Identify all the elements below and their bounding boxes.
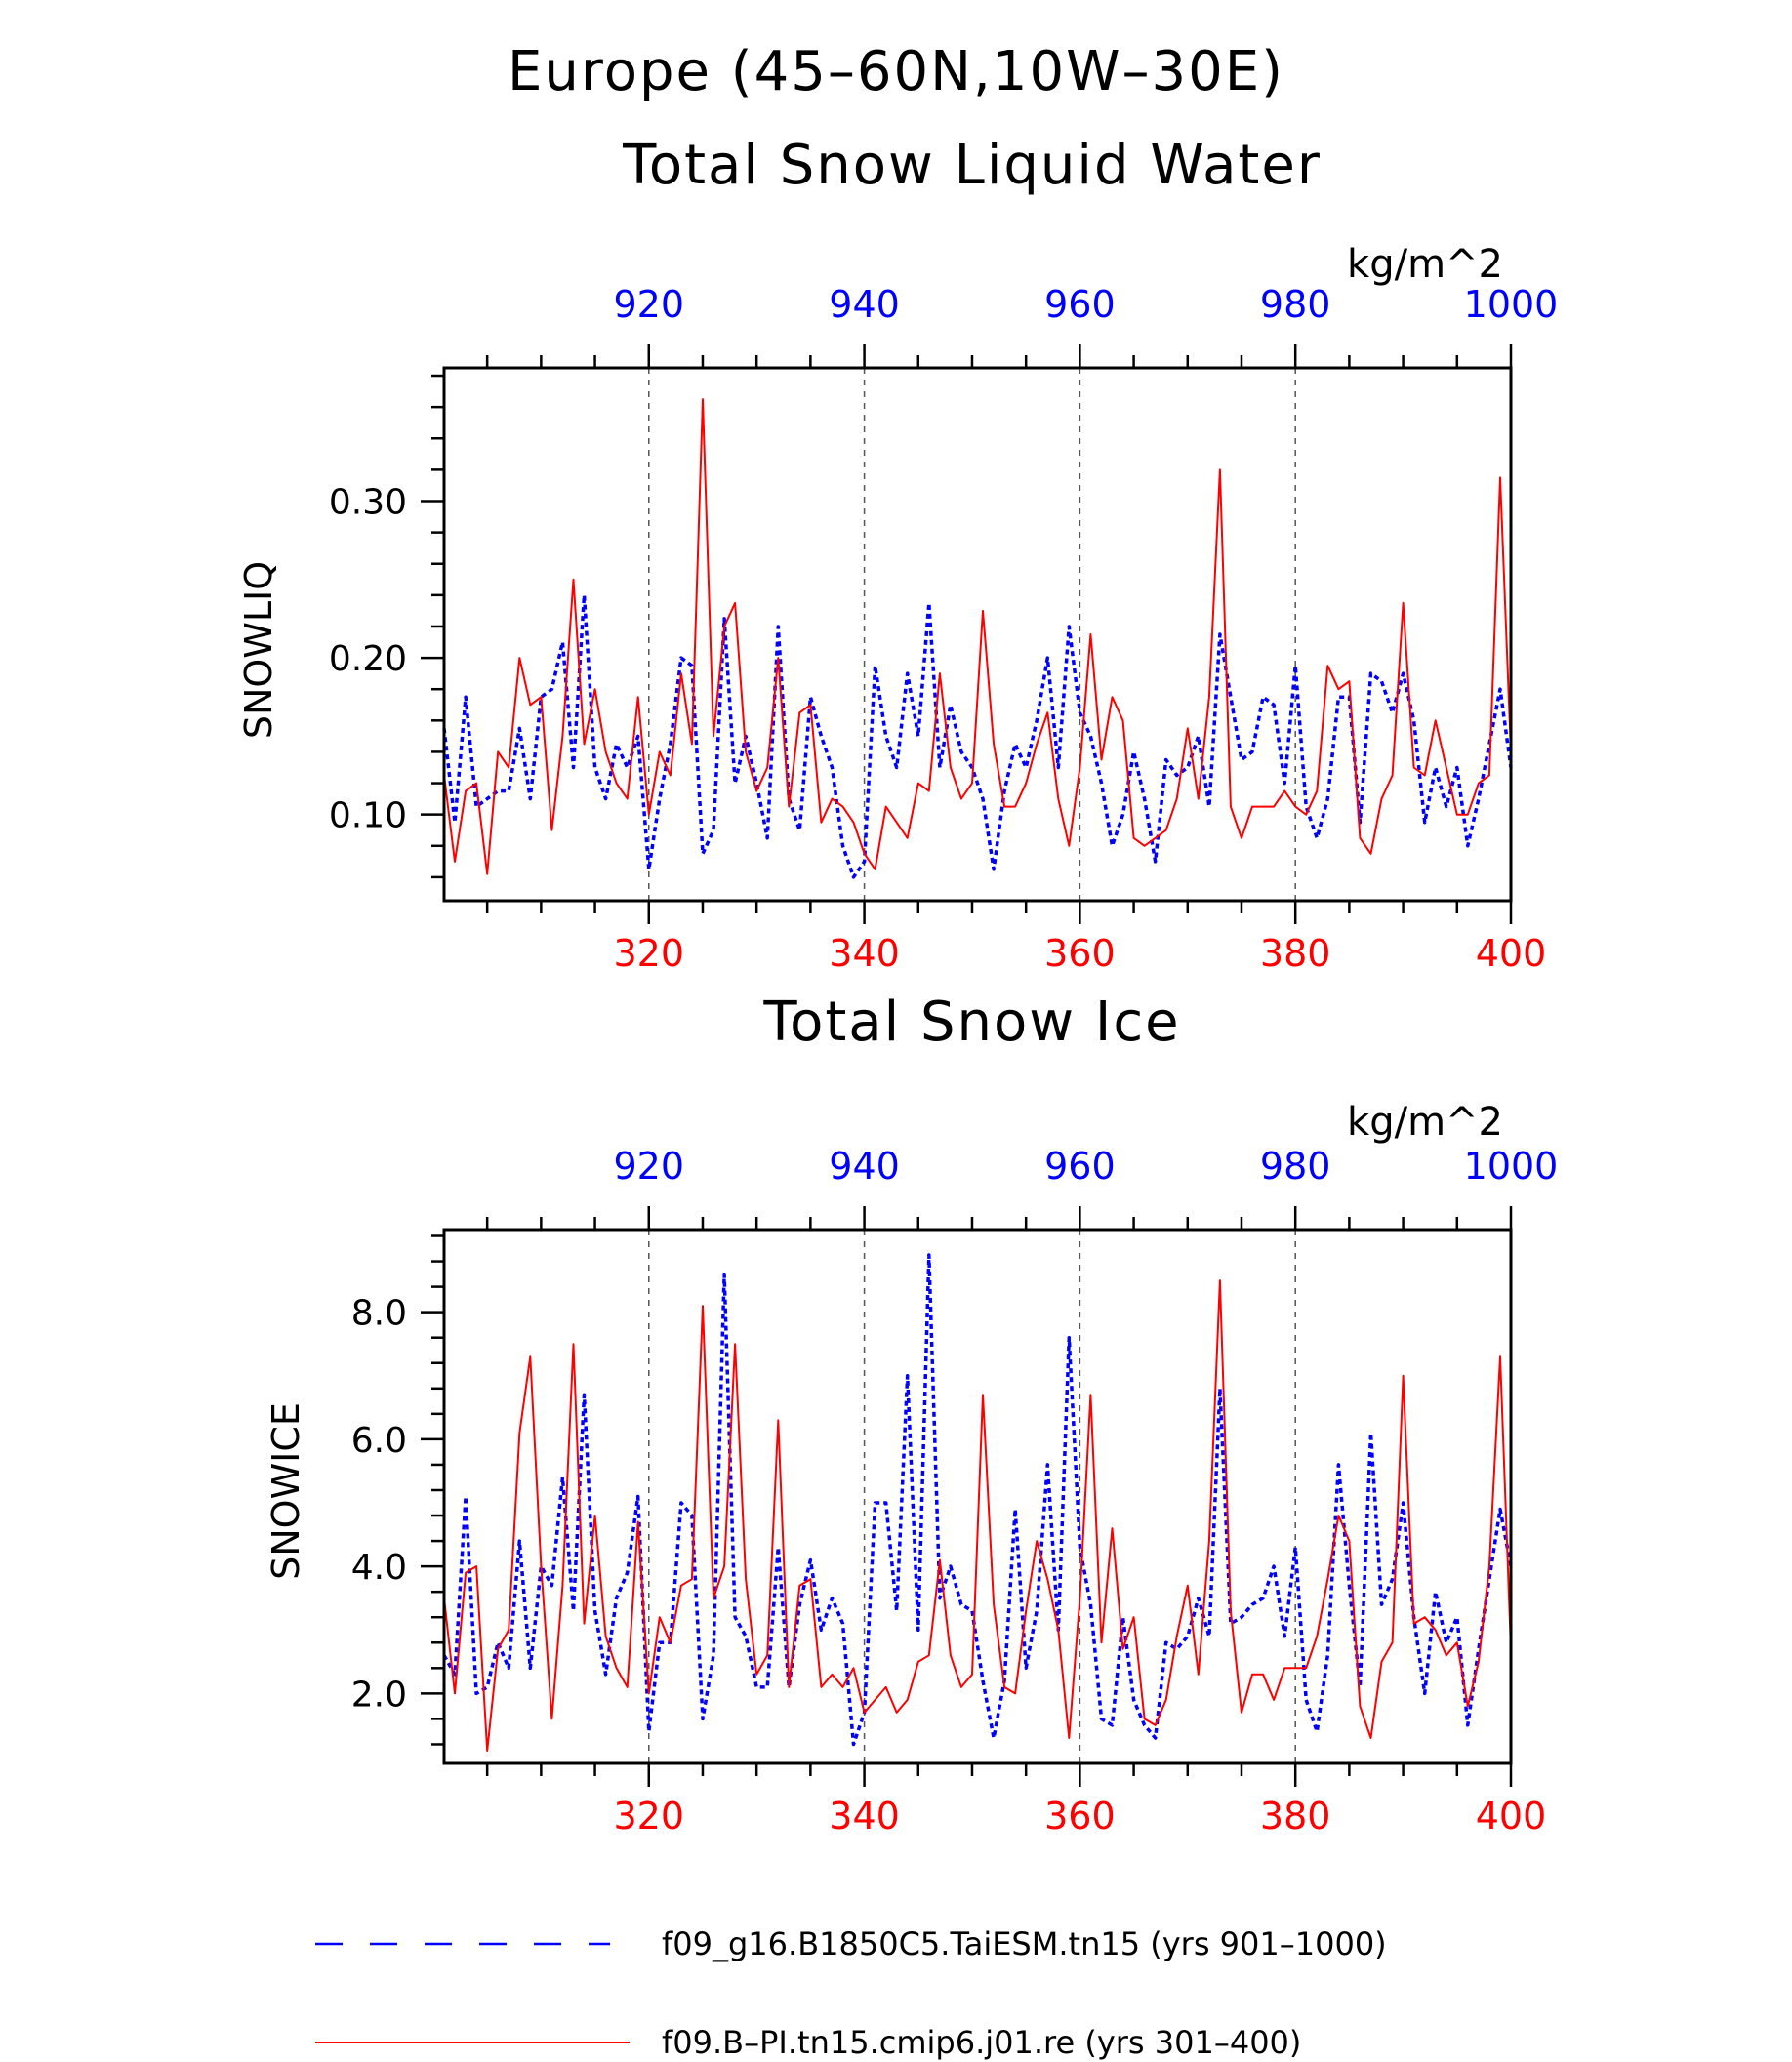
x-tick-label-top: 980 xyxy=(1260,283,1331,326)
x-tick-label-top: 980 xyxy=(1260,1145,1331,1188)
series-line-taiesm xyxy=(442,1253,1513,1747)
x-tick-label-top: 1000 xyxy=(1464,1145,1559,1188)
y-tick-label: 6.0 xyxy=(351,1421,407,1461)
x-tick-label-top: 960 xyxy=(1044,283,1116,326)
y-tick-label: 0.10 xyxy=(329,796,407,836)
x-tick-label-bottom: 360 xyxy=(1044,1795,1116,1838)
y-tick-label: 4.0 xyxy=(351,1548,407,1588)
plot-frame xyxy=(442,1228,1513,1765)
series-line-cmip6 xyxy=(443,398,1512,875)
y-tick-label: 8.0 xyxy=(351,1294,407,1334)
legend-label-taiesm: f09_g16.B1850C5.TaiESM.tn15 (yrs 901–100… xyxy=(662,1925,1387,1962)
panel-snowice-title: Total Snow Ice xyxy=(762,991,1180,1054)
panel-snowliq: Total Snow Liquid Water kg/m^2 SNOWLIQ 3… xyxy=(237,134,1558,975)
page-title: Europe (45–60N,10W–30E) xyxy=(508,40,1284,103)
x-tick-label-bottom: 380 xyxy=(1260,932,1331,975)
x-tick-label-top: 940 xyxy=(829,1145,900,1188)
x-tick-label-bottom: 360 xyxy=(1044,932,1116,975)
panel-snowliq-title: Total Snow Liquid Water xyxy=(622,134,1322,197)
y-tick-label: 0.20 xyxy=(329,639,407,679)
y-tick-label: 0.30 xyxy=(329,483,407,523)
panel-snowliq-ylabel: SNOWLIQ xyxy=(237,561,280,739)
x-tick-label-bottom: 320 xyxy=(614,932,685,975)
x-tick-label-bottom: 380 xyxy=(1260,1795,1331,1838)
y-tick-label: 2.0 xyxy=(351,1675,407,1715)
x-tick-label-bottom: 400 xyxy=(1476,1795,1547,1838)
series-line-cmip6 xyxy=(443,1279,1512,1752)
panel-snowice-units: kg/m^2 xyxy=(1347,1100,1503,1145)
panel-snowice-ylabel: SNOWICE xyxy=(265,1402,307,1580)
x-tick-label-top: 940 xyxy=(829,283,900,326)
series-line-taiesm xyxy=(442,593,1513,879)
x-tick-label-top: 960 xyxy=(1044,1145,1116,1188)
x-tick-label-bottom: 340 xyxy=(829,932,900,975)
plot-frame xyxy=(442,366,1513,903)
x-tick-label-top: 920 xyxy=(614,1145,685,1188)
x-tick-label-bottom: 340 xyxy=(829,1795,900,1838)
x-tick-label-top: 920 xyxy=(614,283,685,326)
x-tick-label-bottom: 320 xyxy=(614,1795,685,1838)
panel-snowice: Total Snow Ice kg/m^2 SNOWICE 320 340 360 3… xyxy=(265,991,1558,1838)
x-tick-label-bottom: 400 xyxy=(1476,932,1547,975)
legend: f09_g16.B1850C5.TaiESM.tn15 (yrs 901–100… xyxy=(315,1925,1387,2061)
x-tick-label-top: 1000 xyxy=(1464,283,1559,326)
panel-snowliq-units: kg/m^2 xyxy=(1347,242,1503,287)
legend-label-cmip6: f09.B–PI.tn15.cmip6.j01.re (yrs 301–400) xyxy=(662,2024,1301,2061)
